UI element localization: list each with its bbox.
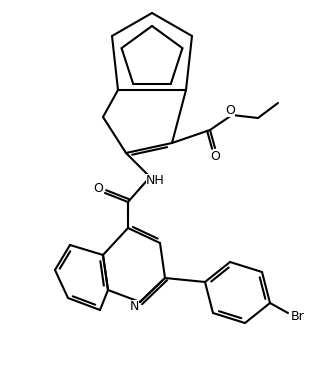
Text: O: O bbox=[225, 104, 235, 117]
Text: N: N bbox=[129, 300, 139, 312]
Text: Br: Br bbox=[291, 309, 305, 322]
Text: O: O bbox=[210, 150, 220, 162]
Text: O: O bbox=[93, 182, 103, 195]
Text: NH: NH bbox=[146, 174, 164, 186]
